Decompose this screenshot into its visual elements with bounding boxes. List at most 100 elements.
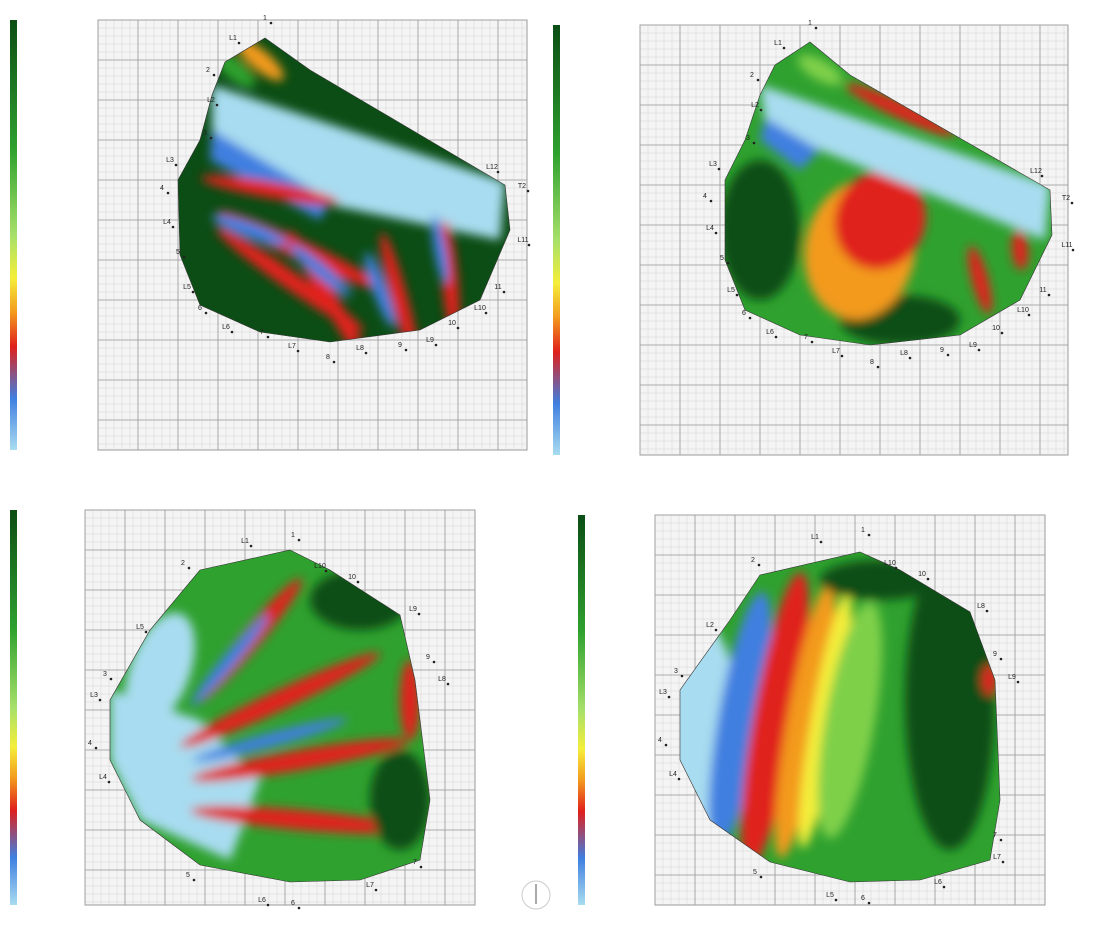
point-label: 1	[808, 20, 812, 27]
survey-point	[783, 47, 786, 50]
point-label: L2	[751, 102, 759, 109]
point-label: L6	[766, 329, 774, 336]
point-label: L9	[426, 337, 434, 344]
survey-point	[325, 570, 328, 573]
point-label: L12	[1030, 168, 1042, 175]
survey-point	[665, 744, 668, 747]
survey-point	[357, 581, 360, 584]
point-label: L5	[727, 287, 735, 294]
point-label: L10	[474, 305, 486, 312]
survey-point	[298, 907, 301, 910]
point-label: L8	[900, 350, 908, 357]
survey-point	[868, 902, 871, 905]
survey-point	[749, 317, 752, 320]
survey-point	[909, 357, 912, 360]
color-bar	[10, 20, 17, 450]
point-label: L10	[1017, 307, 1029, 314]
survey-point	[270, 22, 273, 25]
survey-point	[1071, 202, 1074, 205]
point-label: 2	[750, 72, 754, 79]
point-label: L8	[356, 345, 364, 352]
point-label: L3	[659, 689, 667, 696]
survey-point	[238, 42, 241, 45]
point-label: 5	[753, 869, 757, 876]
survey-point	[927, 578, 930, 581]
point-label: L10	[884, 560, 896, 567]
point-label: 8	[870, 359, 874, 366]
survey-point	[1002, 861, 1005, 864]
point-label: T2	[1062, 195, 1070, 202]
point-label: 5	[176, 249, 180, 256]
survey-point	[420, 866, 423, 869]
point-label: T2	[518, 183, 526, 190]
point-label: 7	[804, 334, 808, 341]
survey-point	[895, 567, 898, 570]
survey-point	[175, 164, 178, 167]
point-label: 5	[720, 255, 724, 262]
survey-point	[528, 244, 531, 247]
point-label: L6	[222, 324, 230, 331]
point-label: 10	[348, 574, 356, 581]
point-label: L9	[409, 606, 417, 613]
page: 1L12L23L34L45L56L67L78L89L910L1011L11T2L…	[0, 0, 1101, 929]
survey-point	[433, 661, 436, 664]
point-label: 4	[658, 737, 662, 744]
point-label: L4	[669, 771, 677, 778]
map-panel: L112L1010L2L89L93L34L45L56L67L7	[578, 515, 1045, 905]
point-label: 9	[398, 342, 402, 349]
survey-point	[108, 781, 111, 784]
survey-point	[877, 366, 880, 369]
point-label: 11	[1039, 287, 1046, 294]
point-label: 3	[746, 135, 750, 142]
color-bar	[578, 515, 585, 905]
survey-point	[978, 349, 981, 352]
survey-point	[757, 79, 760, 82]
survey-point	[231, 331, 234, 334]
survey-point	[681, 675, 684, 678]
point-label: L1	[241, 538, 249, 545]
point-label: L5	[826, 892, 834, 899]
point-label: 5	[186, 872, 190, 879]
survey-point	[435, 344, 438, 347]
point-label: 11	[494, 284, 501, 291]
point-label: 4	[703, 193, 707, 200]
map-panel: 1L12L23L34L45L56L67L78L89L910L1011L11T2L…	[553, 20, 1074, 455]
survey-point	[1048, 294, 1051, 297]
survey-point	[1072, 249, 1075, 252]
survey-point	[333, 361, 336, 364]
point-label: L8	[438, 676, 446, 683]
survey-point	[192, 291, 195, 294]
survey-point	[1000, 658, 1003, 661]
point-label: 6	[198, 305, 202, 312]
point-label: 2	[751, 557, 755, 564]
point-label: L8	[977, 603, 985, 610]
survey-point	[943, 886, 946, 889]
point-label: L4	[163, 219, 171, 226]
point-label: 10	[448, 320, 456, 327]
point-label: 3	[103, 671, 107, 678]
survey-point	[99, 699, 102, 702]
point-label: 10	[918, 571, 926, 578]
survey-point	[811, 341, 814, 344]
point-label: L5	[183, 284, 191, 291]
color-bar	[10, 510, 17, 905]
point-label: L6	[934, 879, 942, 886]
survey-point	[715, 629, 718, 632]
survey-point	[216, 104, 219, 107]
survey-point	[497, 171, 500, 174]
point-label: L11	[1061, 242, 1072, 249]
survey-point	[760, 109, 763, 112]
survey-point	[1001, 332, 1004, 335]
survey-point	[668, 696, 671, 699]
survey-point	[986, 610, 989, 613]
survey-point	[775, 336, 778, 339]
survey-point	[527, 190, 530, 193]
survey-point	[678, 778, 681, 781]
survey-point	[868, 534, 871, 537]
point-label: L1	[774, 40, 782, 47]
point-label: L6	[258, 897, 266, 904]
survey-point	[172, 226, 175, 229]
point-label: 6	[291, 900, 295, 907]
survey-point	[213, 74, 216, 77]
survey-point	[188, 567, 191, 570]
